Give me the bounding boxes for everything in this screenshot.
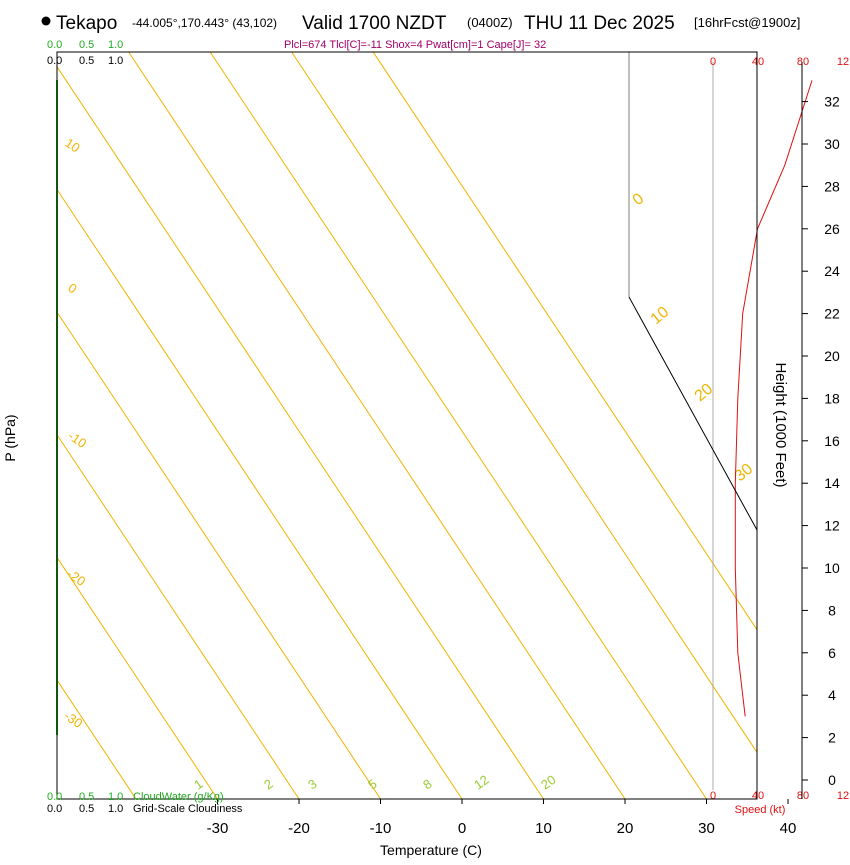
mixing-ratio-label: 20 [538,772,558,793]
thermo-grid [57,52,757,799]
height-tick-label: 16 [824,433,840,449]
height-tick-label: 6 [828,645,836,661]
isotherm-label: 0 [65,280,79,296]
speed-top-tick: 12 [837,56,849,68]
height-tick-label: 30 [824,136,840,152]
cl-bottom-tick: 0.5 [79,803,94,815]
mixing-ratio-label: 8 [420,776,435,792]
mixing-ratio-label: 5 [365,776,380,792]
speed-bottom-tick: 0 [710,790,716,802]
mixing-ratio-label: 2 [261,776,276,792]
station-dot-icon [41,16,51,26]
speed-top-tick: 40 [752,56,764,68]
height-tick-label: 14 [824,475,840,491]
cw-bottom-tick: 0.5 [79,791,94,803]
dry-adiabat-label: 0 [630,190,648,209]
height-tick-label: 24 [824,263,840,279]
height-tick-label: 8 [828,602,836,618]
height-tick-label: 10 [824,560,840,576]
utc-time: (0400Z) [467,15,513,30]
isotherm-label: -30 [61,708,85,731]
x-axis-title: Temperature (C) [380,842,482,858]
y-axis-title: P (hPa) [2,414,18,461]
mixing-ratio-label: 3 [305,776,320,792]
dry-adiabat-label: 10 [648,304,673,329]
isotherm-line [372,52,757,631]
isotherm-line [291,52,757,754]
height-tick-label: 22 [824,306,840,322]
speed-bottom-tick: 80 [797,790,809,802]
cw-bottom-tick: 0.0 [47,791,62,803]
cloudiness-title: Grid-Scale Cloudiness [133,803,243,815]
height-connector-line [628,296,758,799]
height-tick-label: 26 [824,221,840,237]
cloudiness-top-scale: 0.0 0.5 1.0 [47,55,123,67]
isotherm-line [209,52,707,799]
cl-bottom-tick: 1.0 [108,803,123,815]
isotherm-line [57,679,137,799]
x-tick-label: 40 [780,820,797,837]
cw-bottom-tick: 1.0 [108,791,123,803]
cloudwater-bottom-scale: 0.0 0.5 1.0 CloudWater (g/Kg) [47,791,224,803]
cw-top-tick: 0.5 [79,39,94,51]
cw-top-tick: 0.0 [47,39,62,51]
speed-top-tick: 0 [710,56,716,68]
x-tick-label: 10 [535,820,552,837]
cl-bottom-tick: 0.0 [47,803,62,815]
height-tick-label: 4 [828,687,836,703]
sounding-params: Plcl=674 Tlcl[C]=-11 Shox=4 Pwat[cm]=1 C… [284,39,546,51]
cloudiness-bottom-scale: 0.0 0.5 1.0 Grid-Scale Cloudiness [47,803,243,815]
x-tick-label: -20 [288,820,310,837]
forecast-info: [16hrFcst@1900z] [694,15,800,30]
height-tick-label: 28 [824,178,840,194]
isotherm-label: 10 [62,135,82,156]
isotherm-line [57,188,463,799]
forecast-date: THU 11 Dec 2025 [524,13,675,34]
height-tick-label: 0 [828,772,836,788]
speed-axis-title: Speed (kt) [735,804,786,816]
speed-bottom-tick: 12 [837,790,849,802]
cl-top-tick: 0.5 [79,55,94,67]
isotherm-line [57,556,218,799]
cl-top-tick: 1.0 [108,55,123,67]
height-axis-title: Height (1000 Feet) [772,362,789,487]
height-tick-label: 2 [828,730,836,746]
chart-axes: -30-20-100102030402503004005007008501000… [56,51,840,837]
x-tick-label: 0 [458,820,466,837]
isotherm-line [57,311,381,799]
speed-top-tick: 80 [797,56,809,68]
x-tick-label: 30 [698,820,715,837]
valid-time: Valid 1700 NZDT [302,13,447,34]
height-tick-label: 12 [824,518,840,534]
cl-top-tick: 0.0 [47,55,62,67]
x-tick-label: -10 [370,820,392,837]
speed-bottom-tick: 40 [752,790,764,802]
mixing-ratio-label: 12 [471,772,491,793]
height-tick-label: 20 [824,348,840,364]
x-tick-label: -30 [207,820,229,837]
x-tick-label: 20 [617,820,634,837]
dry-adiabat-label: 20 [692,381,717,406]
station-name: Tekapo [56,13,117,34]
height-tick-label: 18 [824,390,840,406]
cloudwater-title: CloudWater (g/Kg) [133,791,224,803]
isotherm-label: -10 [65,428,89,451]
height-tick-label: 32 [824,94,840,110]
wind-speed-line [734,80,813,717]
station-coords: -44.005°,170.443° (43,102) [132,16,277,30]
cw-top-tick: 1.0 [108,39,123,51]
plot-frame [56,51,758,800]
cloudwater-top-scale: 0.0 0.5 1.0 [47,39,123,51]
isotherm-line [57,433,300,799]
isotherm-line [57,65,544,799]
isotherm-line [128,52,626,799]
isotherm-label: -20 [64,566,88,589]
